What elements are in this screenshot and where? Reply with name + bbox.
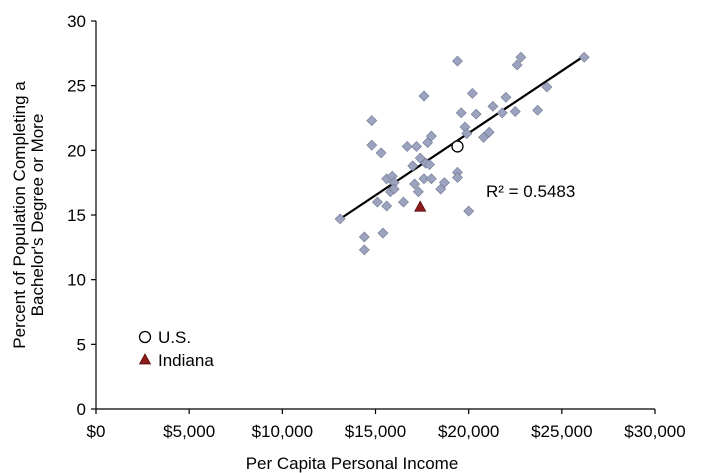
state-data-point xyxy=(500,91,512,103)
x-axis: $0 $5,000 $10,000 $15,000 $20,000 $25,000 $30,… xyxy=(87,408,686,441)
state-data-point xyxy=(466,88,478,99)
x-tick-label: $0 xyxy=(87,422,106,441)
x-axis-title: Per Capita Personal Income xyxy=(246,454,459,473)
state-data-point xyxy=(401,141,413,152)
legend-us-label: U.S. xyxy=(158,328,191,347)
x-tick-label: $20,000 xyxy=(438,422,499,441)
state-data-point xyxy=(381,200,393,212)
state-data-point xyxy=(463,205,475,217)
state-data-point xyxy=(578,51,590,63)
state-data-point xyxy=(439,177,450,189)
x-tick-label: $5,000 xyxy=(163,422,215,441)
y-axis: 0 5 10 15 20 25 30 xyxy=(67,12,97,419)
trendline-group xyxy=(339,55,585,220)
legend-indiana-label: Indiana xyxy=(158,351,214,370)
state-data-point xyxy=(388,183,400,195)
state-data-point xyxy=(470,108,482,120)
x-tick-label: $25,000 xyxy=(531,422,592,441)
y-tick-label: 15 xyxy=(67,206,86,225)
y-tick-label: 5 xyxy=(77,335,86,354)
legend-indiana-marker xyxy=(138,353,152,365)
state-data-point xyxy=(425,130,437,142)
state-data-point xyxy=(455,107,467,119)
legend-us-marker xyxy=(138,330,152,344)
state-data-point xyxy=(424,159,435,170)
y-axis-title-line-1: Percent of Population Completing a xyxy=(10,81,29,349)
state-data-point xyxy=(483,126,495,138)
y-tick-label: 10 xyxy=(67,271,86,290)
state-data-point xyxy=(509,106,521,117)
legend: U.S. Indiana xyxy=(138,328,214,370)
state-data-point xyxy=(371,196,383,208)
state-data-point xyxy=(452,55,463,67)
state-data-point xyxy=(375,147,387,159)
state-data-point xyxy=(532,104,544,116)
state-data-point xyxy=(358,244,370,256)
state-data-point xyxy=(377,227,389,239)
y-tick-label: 0 xyxy=(77,400,86,419)
state-data-point xyxy=(515,51,527,63)
state-data-point xyxy=(414,152,426,164)
state-data-point xyxy=(425,173,437,185)
state-data-point xyxy=(418,90,430,102)
state-data-point xyxy=(411,141,422,152)
state-data-point xyxy=(452,172,463,183)
state-data-point xyxy=(366,115,378,127)
x-tick-label: $30,000 xyxy=(624,422,685,441)
state-data-point xyxy=(487,100,499,112)
y-axis-title-line-2: Bachelor's Degree or More xyxy=(28,114,47,317)
trendline xyxy=(339,55,585,220)
state-data-point xyxy=(478,131,489,143)
indiana-data-point xyxy=(414,200,427,212)
state-data-point xyxy=(358,231,370,243)
y-tick-label: 25 xyxy=(67,77,86,96)
data-points xyxy=(334,51,590,256)
y-axis-title: Percent of Population Completing a Bache… xyxy=(10,81,47,349)
x-tick-label: $15,000 xyxy=(345,422,406,441)
state-data-point xyxy=(418,173,430,185)
state-data-point xyxy=(541,81,553,93)
state-data-point xyxy=(409,178,421,190)
y-tick-label: 20 xyxy=(67,141,86,160)
state-data-point xyxy=(412,186,424,198)
y-tick-label: 30 xyxy=(67,12,86,31)
state-data-point xyxy=(496,107,508,119)
us-data-point xyxy=(451,140,464,153)
state-data-point xyxy=(334,213,346,225)
state-data-point xyxy=(366,139,378,151)
state-data-point xyxy=(398,196,409,208)
r-squared-annotation: R² = 0.5483 xyxy=(486,182,575,201)
state-data-point xyxy=(461,128,473,139)
x-tick-label: $10,000 xyxy=(252,422,313,441)
state-data-point xyxy=(511,59,523,71)
state-data-point xyxy=(407,160,419,172)
